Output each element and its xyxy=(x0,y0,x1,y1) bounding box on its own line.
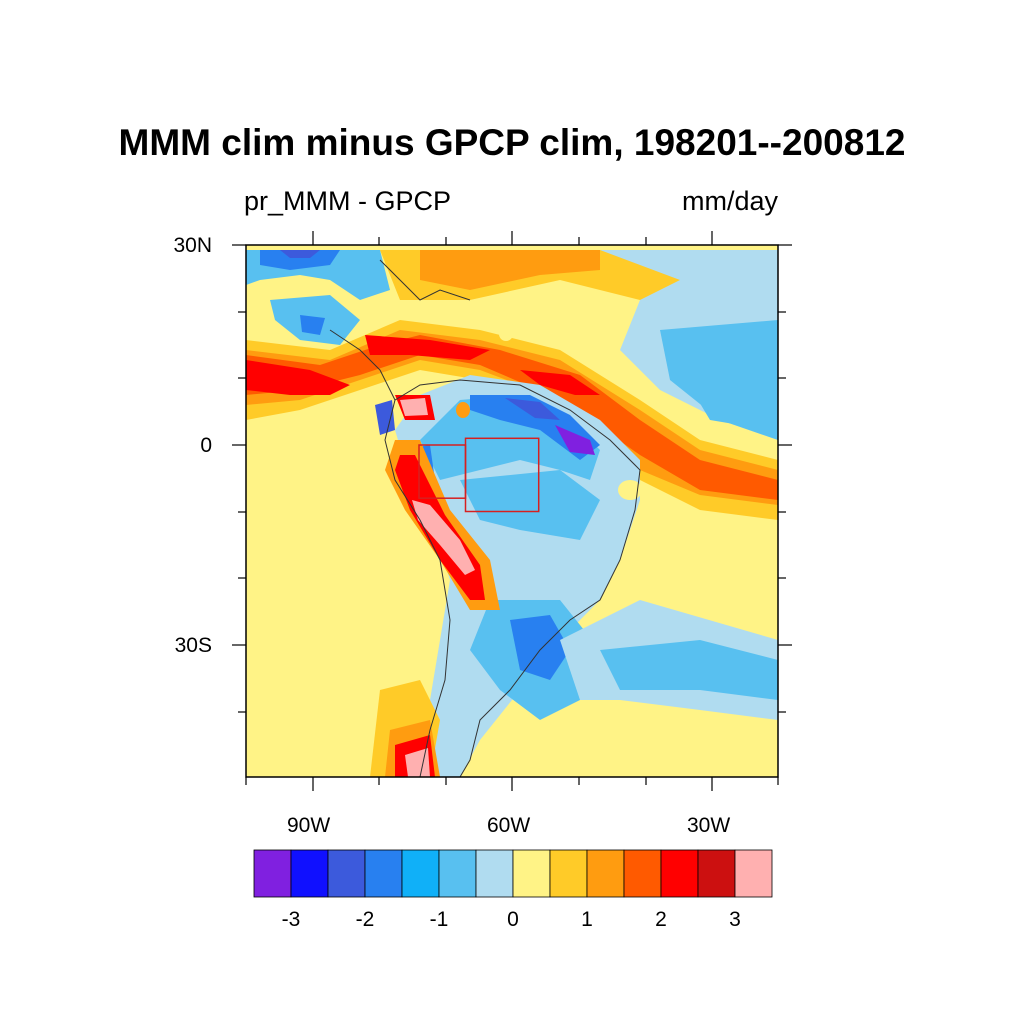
colorbar-swatch xyxy=(586,849,625,898)
lon-label-30w: 30W xyxy=(687,814,731,837)
contour-field xyxy=(246,245,778,777)
colorbar-tick-label: 1 xyxy=(581,908,593,931)
contour-fill xyxy=(405,748,430,777)
contour-fill xyxy=(246,335,778,500)
colorbar-tick-label: -1 xyxy=(429,908,449,931)
colorbar-tick-label: -3 xyxy=(281,908,301,931)
colorbar-tick-label: 0 xyxy=(507,908,519,931)
colorbar-swatch xyxy=(438,849,477,898)
colorbar-tick-label: 3 xyxy=(729,908,741,931)
contour-fill xyxy=(246,360,350,395)
contour-fill xyxy=(300,315,325,335)
lat-label-30n: 30N xyxy=(173,234,212,257)
coastline xyxy=(329,259,641,777)
contour-fill xyxy=(600,640,778,700)
analysis-box-east xyxy=(464,437,540,513)
colorbar-tick-label: -2 xyxy=(355,908,375,931)
contour-fill xyxy=(400,398,428,416)
lat-label-0: 0 xyxy=(200,434,212,457)
colorbar-swatch xyxy=(697,849,736,898)
contour-fill xyxy=(460,470,600,540)
contour-fill xyxy=(280,250,320,258)
contour-fill xyxy=(680,360,778,430)
contour-fill xyxy=(555,425,595,455)
lon-label-60w: 60W xyxy=(487,814,531,837)
axis-ticks xyxy=(232,231,792,791)
lat-label-30s: 30S xyxy=(174,634,212,657)
colorbar-swatch xyxy=(549,849,588,898)
lon-label-90w: 90W xyxy=(287,814,331,837)
contour-fill xyxy=(510,615,570,680)
colorbar-swatch xyxy=(290,849,329,898)
contour-fill xyxy=(520,370,600,395)
colorbar-swatch xyxy=(401,849,440,898)
colorbar-swatch xyxy=(475,849,514,898)
colorbar-swatch xyxy=(253,849,292,898)
colorbar xyxy=(253,849,773,898)
contour-fill xyxy=(260,250,340,270)
colorbar-swatch xyxy=(734,849,773,898)
contour-fill xyxy=(618,480,642,500)
colorbar-swatch xyxy=(623,849,662,898)
contour-fill xyxy=(420,250,600,290)
colorbar-swatch xyxy=(660,849,699,898)
colorbar-swatch xyxy=(512,849,551,898)
units-subtitle: mm/day xyxy=(681,186,778,216)
plot-title: MMM clim minus GPCP clim, 198201--200812 xyxy=(118,122,906,163)
contour-fill xyxy=(456,402,470,418)
variable-subtitle: pr_MMM - GPCP xyxy=(244,186,452,216)
contour-fill xyxy=(375,400,395,435)
colorbar-tick-label: 2 xyxy=(655,908,667,931)
contour-fill xyxy=(412,500,475,575)
contour-fill xyxy=(246,330,778,505)
contour-fill xyxy=(365,335,490,360)
contour-fill xyxy=(505,398,560,420)
colorbar-swatch xyxy=(364,849,403,898)
contour-fill xyxy=(499,327,513,341)
colorbar-swatch xyxy=(327,849,366,898)
